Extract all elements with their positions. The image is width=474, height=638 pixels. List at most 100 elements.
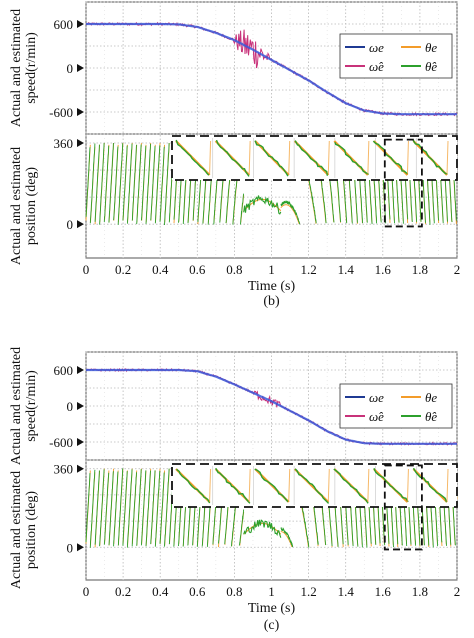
x-tick-label: 0.4	[152, 584, 169, 599]
x-tick-label: 0	[83, 262, 90, 277]
zoom-theta-hat-tooth	[294, 140, 329, 176]
position-y-tick-label: 0	[67, 540, 74, 555]
zoom-reset-edge	[248, 140, 251, 176]
zoom-reset-edge	[209, 140, 212, 176]
x-tick-label: 1.6	[375, 262, 392, 277]
speed-y-axis-label: Actual and estimatedspeed(r/min)	[9, 347, 39, 465]
x-tick-label: 1	[268, 262, 275, 277]
x-axis-label: Time (s)	[248, 279, 296, 294]
legend: ωe ω̂e θe θ̂e	[339, 383, 453, 429]
zoom-reset-edge	[288, 468, 291, 503]
zoom-reset-edge	[406, 468, 409, 503]
legend-box	[339, 383, 453, 429]
x-tick-label: 0.4	[152, 262, 169, 277]
x-tick-label: 0.2	[115, 584, 131, 599]
x-tick-label: 1.4	[338, 584, 355, 599]
speed-y-tick-label: 0	[67, 61, 74, 76]
x-tick-label: 1.8	[412, 262, 428, 277]
zoom-reset-edge	[327, 140, 330, 176]
x-tick-label: 1.6	[375, 584, 392, 599]
position-y-axis-label: Actual and estimatedposition (deg)	[9, 147, 39, 265]
position-y-axis-label: Actual and estimatedposition (deg)	[9, 471, 39, 589]
speed-y-tick-label: -600	[49, 105, 73, 120]
legend-entry: θe	[425, 40, 437, 55]
speed-y-tick-label: -600	[49, 435, 73, 450]
zoom-reset-edge	[327, 468, 330, 503]
x-tick-label: 0.6	[189, 262, 206, 277]
zoom-reset-edge	[406, 140, 409, 176]
figure-caption: (c)	[264, 618, 280, 633]
zoom-inset-frame	[171, 135, 458, 181]
zoom-inset	[171, 135, 458, 181]
position-y-tick-label: 360	[54, 136, 74, 151]
series-theta-hat-line	[280, 141, 458, 225]
zoom-reset-edge	[248, 468, 251, 503]
zoom-theta-hat-tooth	[412, 467, 448, 503]
zoom-theta-hat-tooth	[215, 139, 250, 177]
speed-zero-marker	[77, 20, 84, 28]
series-omega-line	[86, 22, 457, 116]
zoom-reset-edge	[367, 140, 370, 176]
speed-y-tick-label: 600	[54, 363, 74, 378]
speed-zero-marker	[77, 366, 84, 374]
legend: ωe ω̂e θe θ̂e	[339, 33, 453, 79]
x-tick-label: 2	[454, 584, 461, 599]
zoom-theta-hat-tooth	[294, 468, 330, 504]
x-tick-label: 1.8	[412, 584, 428, 599]
x-tick-label: 1.4	[338, 262, 355, 277]
speed-y-axis-label: Actual and estimatedspeed(r/min)	[9, 9, 39, 127]
zoom-theta-hat-tooth	[333, 468, 369, 504]
zoom-reset-edge	[209, 468, 212, 503]
zoom-inset-frame	[171, 463, 458, 508]
zoom-theta-hat-tooth	[254, 468, 289, 503]
zoom-theta-hat-tooth	[373, 468, 409, 503]
legend-entry: ω̂e	[369, 409, 384, 424]
zoom-reset-edge	[446, 468, 449, 503]
series-theta-hat-line	[85, 141, 244, 226]
position-zero-marker	[77, 464, 84, 473]
x-tick-label: 1	[268, 584, 275, 599]
x-tick-label: 1.2	[300, 584, 316, 599]
zoom-theta-hat-tooth	[175, 139, 210, 176]
speed-zero-marker	[77, 108, 84, 116]
legend-entry: ωe	[369, 40, 384, 55]
zoom-theta-tooth	[412, 468, 448, 503]
series-omega-line	[86, 368, 457, 445]
x-tick-label: 0.8	[226, 584, 242, 599]
x-tick-label: 0.2	[115, 262, 131, 277]
speed-zero-marker	[77, 402, 84, 410]
speed-y-tick-label: 600	[54, 17, 74, 32]
zoom-theta-hat-tooth	[372, 140, 409, 175]
position-y-tick-label: 360	[54, 462, 74, 477]
zoom-theta-hat-tooth	[412, 139, 448, 175]
chart-panel-c: 0 0.2 0.4 0.6 0.8 1 1.2 1.4 1.6 1.8 2 600 0 -600 360 0 A…	[9, 347, 460, 633]
zoom-source-region	[383, 464, 423, 551]
zoom-theta-hat-tooth	[215, 467, 251, 504]
legend-box	[339, 33, 453, 79]
chart-panel-b: 0 0.2 0.4 0.6 0.8 1 1.2 1.4 1.6 1.8 2 600 0 -600 360 0 A…	[9, 1, 461, 309]
legend-entry: θe	[425, 390, 437, 405]
legend-entry: ω̂e	[369, 59, 384, 74]
speed-zero-marker	[77, 438, 84, 446]
x-tick-label: 0	[83, 584, 90, 599]
zoom-reset-edge	[446, 140, 449, 176]
x-axis-label: Time (s)	[248, 601, 296, 616]
zoom-inset	[171, 463, 458, 508]
x-tick-label: 0.8	[226, 262, 242, 277]
x-tick-label: 2	[454, 262, 461, 277]
zoom-theta-hat-tooth	[254, 140, 289, 177]
position-y-tick-label: 0	[67, 217, 74, 232]
x-tick-label: 1.2	[300, 262, 316, 277]
series-theta-hat-line	[243, 519, 282, 538]
speed-y-tick-label: 0	[67, 399, 74, 414]
position-zero-marker	[77, 220, 84, 229]
figure-caption: (b)	[263, 294, 280, 309]
x-tick-label: 0.6	[189, 584, 206, 599]
zoom-theta-hat-tooth	[334, 142, 370, 176]
legend-entry: ωe	[369, 390, 384, 405]
zoom-reset-edge	[367, 468, 370, 503]
zoom-reset-edge	[288, 140, 291, 176]
position-zero-marker	[77, 543, 84, 552]
legend-entry: θ̂e	[425, 409, 437, 424]
